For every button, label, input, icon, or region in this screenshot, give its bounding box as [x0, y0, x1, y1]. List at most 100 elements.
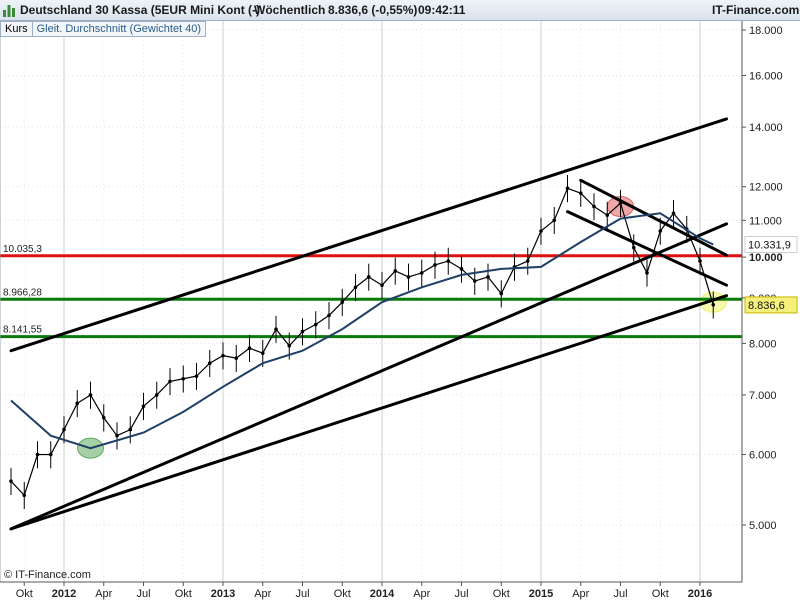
y-tick-label: 7.000 [749, 390, 777, 402]
price-segment [368, 276, 383, 286]
price-segment [302, 323, 317, 333]
price-segment [619, 202, 635, 248]
trendline [9, 222, 728, 531]
x-tick-label: 2012 [52, 588, 76, 600]
quote-value: 8.836,6 (-0,55%) [328, 3, 418, 17]
y-tick-label: 10.000 [749, 252, 783, 264]
x-tick-label: Okt [175, 588, 192, 600]
price-segment [288, 331, 303, 347]
y-tick-label: 12.000 [749, 182, 783, 194]
x-tick-label: 2014 [370, 588, 395, 600]
x-tick-label: Okt [652, 588, 669, 600]
x-tick-label: 2015 [529, 588, 553, 600]
quote-time: 09:42:11 [418, 3, 466, 17]
price-segment [116, 429, 131, 437]
x-tick-label: Jul [454, 588, 468, 600]
price-segment [606, 202, 621, 216]
y-tick-label: 8.000 [749, 338, 777, 350]
x-tick-label: Jul [136, 588, 150, 600]
price-segment [461, 268, 476, 282]
price-segment [567, 187, 581, 194]
price-label-box [744, 296, 798, 314]
price-segment [196, 362, 211, 377]
price-segment [143, 394, 158, 407]
x-tick-label: Okt [334, 588, 351, 600]
trendlines [9, 117, 728, 531]
y-tick-label: 5.000 [749, 520, 777, 532]
copyright-label: © IT-Finance.com [4, 569, 91, 581]
price-segment [540, 219, 555, 232]
price-label-box [744, 236, 798, 254]
price-label: 10.331,9 [748, 240, 791, 252]
x-tick-label: Jul [613, 588, 627, 600]
price-segment [395, 270, 409, 278]
price-segment [209, 355, 224, 364]
trendline [579, 178, 728, 257]
price-segment [527, 230, 542, 262]
price-segment [673, 212, 688, 230]
price-segment [10, 480, 25, 496]
price-segment [23, 454, 39, 496]
y-tick-label: 14.000 [749, 122, 783, 134]
price-segment [553, 188, 569, 221]
price-segment [89, 394, 105, 419]
horizontal-level-label: 8.966,28 [3, 287, 42, 298]
price-segment [593, 206, 608, 216]
instrument-name: Deutschland 30 Kassa (5EUR Mini Kont (-) [20, 3, 261, 17]
price-segment [487, 276, 502, 294]
axes: 18.00016.00014.00012.00011.00010.0009.00… [0, 19, 783, 600]
price-segment [328, 301, 343, 316]
x-tick-label: Apr [95, 588, 112, 600]
price-segment [249, 347, 263, 354]
price-segment [129, 405, 145, 430]
x-tick-label: Apr [254, 588, 271, 600]
legend-price[interactable]: Kurs [5, 23, 28, 35]
price-segment [434, 260, 449, 266]
source-label: IT-Finance.com [712, 3, 800, 17]
price-segment [633, 247, 648, 274]
x-tick-label: 2016 [688, 588, 712, 600]
price-segment [699, 260, 714, 305]
price-segment [315, 314, 330, 326]
price-segment [156, 380, 171, 396]
price-segment [408, 272, 422, 278]
x-tick-label: Jul [295, 588, 309, 600]
price-segment [50, 429, 65, 455]
price-segment [381, 270, 396, 286]
x-tick-label: Apr [572, 588, 589, 600]
x-tick-label: Okt [16, 588, 33, 600]
horizontal-level-label: 10.035,3 [3, 244, 42, 255]
price-labels: 10.331,9 8.836,6 [744, 236, 798, 314]
chart-header: Deutschland 30 Kassa (5EUR Mini Kont (-)… [0, 0, 800, 21]
horizontal-level-label: 8.141,55 [3, 325, 42, 336]
bar-chart-icon [2, 2, 16, 21]
x-tick-label: 2013 [211, 588, 235, 600]
price-segment [169, 378, 184, 383]
price-segment [103, 417, 118, 437]
price-segment [222, 355, 237, 359]
y-tick-label: 11.000 [749, 215, 782, 227]
horizontal-levels: 10.035,3 8.966,28 8.141,55 [0, 244, 742, 339]
price-segment [63, 403, 78, 430]
y-tick-label: 6.000 [749, 450, 777, 462]
price-segment [355, 276, 370, 288]
period-label: Wöchentlich [254, 3, 326, 17]
x-tick-label: Apr [413, 588, 430, 600]
price-segment [76, 394, 91, 404]
price-segment [262, 328, 277, 354]
legend-moving-average[interactable]: Gleit. Durchschnitt (Gewichtet 40) [31, 22, 205, 36]
trendline [9, 294, 728, 531]
price-segment [514, 260, 528, 268]
price-segment [500, 266, 516, 294]
price-segment [235, 347, 250, 359]
price-segment [686, 228, 701, 262]
price-segment [183, 375, 197, 380]
price-segment [275, 328, 290, 347]
price-label: 8.836,6 [748, 300, 785, 312]
price-segment [447, 260, 462, 270]
y-tick-label: 18.000 [749, 25, 783, 37]
price-segment [580, 192, 595, 207]
price-segment [659, 212, 674, 232]
y-tick-label: 16.000 [749, 71, 783, 83]
x-tick-label: Okt [493, 588, 510, 600]
